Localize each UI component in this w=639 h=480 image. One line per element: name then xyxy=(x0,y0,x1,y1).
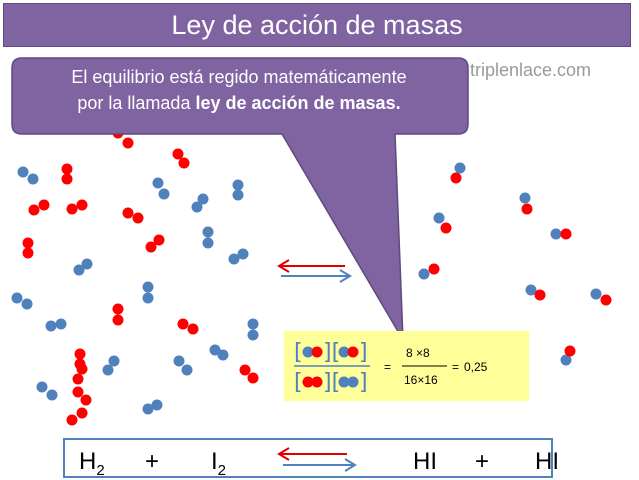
mass-action-formula: [ ][ ] [ ][ ] = 8 ×8 16×16 = 0,25 xyxy=(284,331,529,401)
callout-text: El equilibrio está regido matemáticament… xyxy=(14,64,464,116)
h2-molecule-icon xyxy=(247,318,259,341)
plus-sign-1: + xyxy=(145,448,160,475)
svg-text:][: ][ xyxy=(323,340,340,365)
product-hi-2: HI xyxy=(535,448,559,475)
svg-text:]: ] xyxy=(359,370,368,395)
reactant-h2-symbol: H xyxy=(79,448,97,475)
callout-line2: por la llamada ley de acción de masas. xyxy=(14,90,464,116)
hi-molecule-icon xyxy=(550,228,572,240)
h2-molecule-icon xyxy=(209,344,229,361)
slide-title: Ley de acción de masas xyxy=(3,3,631,47)
i2-molecule-icon xyxy=(145,234,165,253)
formula-brackets: [ ][ ] [ ][ ] xyxy=(294,340,447,395)
chemical-equation: H2 + I2 HI + HI xyxy=(63,438,559,479)
molecules-group xyxy=(11,127,612,426)
reactant-h2-subscript: 2 xyxy=(96,461,105,479)
h2-molecule-icon xyxy=(11,292,33,310)
h2-molecule-icon xyxy=(191,193,209,213)
svg-text:[: [ xyxy=(294,340,303,365)
i2-molecule-icon xyxy=(66,407,88,426)
formula-numerator: 8 ×8 xyxy=(406,346,430,360)
callout-line1: El equilibrio está regido matemáticament… xyxy=(71,67,407,87)
h2-molecule-icon xyxy=(102,355,120,376)
i2-molecule-icon xyxy=(239,364,259,384)
callout-bold-text: ley de acción de masas. xyxy=(195,93,401,113)
plus-sign-2: + xyxy=(475,448,490,475)
svg-text:][: ][ xyxy=(323,370,340,395)
formula-equals-1: = xyxy=(384,360,392,374)
h2-molecule-icon xyxy=(173,355,193,376)
callout-line2-prefix: por la llamada xyxy=(77,93,196,113)
formula-denominator: 16×16 xyxy=(404,373,438,387)
equation-equilibrium-arrows-icon xyxy=(277,447,357,472)
watermark: triplenlace.com xyxy=(470,60,592,80)
equilibrium-arrows-icon xyxy=(277,259,352,283)
formula-equals-2: = xyxy=(452,360,460,374)
hi-molecule-icon xyxy=(525,284,546,301)
h2-molecule-icon xyxy=(73,258,93,276)
h2-molecule-icon xyxy=(142,399,163,415)
hi-molecule-icon xyxy=(590,288,612,306)
h2-molecule-icon xyxy=(36,381,58,401)
h2-molecule-icon xyxy=(152,177,170,200)
i2-molecule-icon xyxy=(66,199,88,215)
i2-h2-reactant-icon: [ ][ ] xyxy=(294,370,368,395)
h2-molecule-icon xyxy=(228,248,249,265)
i2-molecule-icon xyxy=(112,303,124,326)
formula-result: 0,25 xyxy=(464,360,488,374)
hi-molecule-icon xyxy=(519,192,533,215)
reactant-i2-subscript: 2 xyxy=(217,461,227,479)
hi-molecule-icon xyxy=(433,212,452,234)
i2-molecule-icon xyxy=(72,386,92,406)
hi-molecule-icon xyxy=(450,162,466,184)
svg-text:]: ] xyxy=(359,340,368,365)
i2-molecule-icon xyxy=(172,148,190,169)
hi-molecule-icon xyxy=(418,263,440,280)
i2-molecule-icon xyxy=(72,363,88,385)
i2-molecule-icon xyxy=(177,318,199,335)
i2-molecule-icon xyxy=(22,237,34,259)
i2-molecule-icon xyxy=(61,163,73,185)
reactant-h2: H2 xyxy=(79,448,105,479)
svg-text:[: [ xyxy=(294,370,303,395)
h2-molecule-icon xyxy=(232,179,244,201)
hi-molecule-icon xyxy=(560,345,576,366)
hi-hi-product-icon: [ ][ ] xyxy=(294,340,368,365)
h2-molecule-icon xyxy=(17,166,39,185)
callout-bubble xyxy=(11,57,469,341)
slide-title-text: Ley de acción de masas xyxy=(171,9,463,40)
reactant-i2-symbol: I xyxy=(211,448,218,475)
product-hi-1: HI xyxy=(413,448,437,475)
reactant-i2: I2 xyxy=(211,448,226,479)
h2-molecule-icon xyxy=(45,318,67,332)
h2-molecule-icon xyxy=(202,226,214,249)
i2-molecule-icon xyxy=(28,199,50,216)
h2-molecule-icon xyxy=(142,281,154,304)
i2-molecule-icon xyxy=(122,207,144,224)
